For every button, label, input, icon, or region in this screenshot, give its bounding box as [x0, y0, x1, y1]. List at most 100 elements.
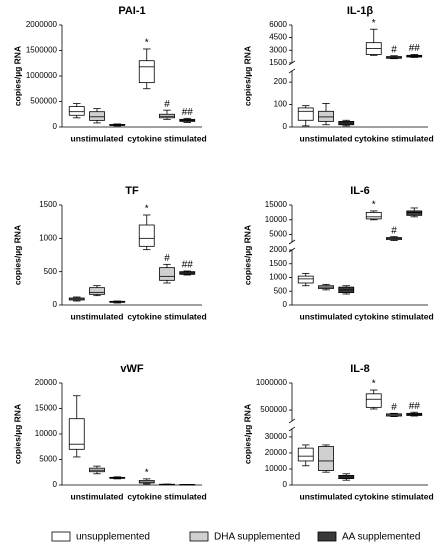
panel-title: IL-6: [350, 185, 370, 197]
significance-mark: *: [372, 379, 376, 390]
y-axis-label: copies/µg RNA: [12, 46, 22, 106]
box: [365, 211, 382, 220]
x-tick-label: unstimulated: [71, 133, 124, 143]
y-tick-label: 1000000: [26, 71, 58, 80]
box: [68, 106, 85, 116]
y-tick-label: 500: [44, 267, 58, 276]
box: [138, 224, 155, 247]
x-tick-label: unstimulated: [71, 311, 124, 321]
legend-swatch: [189, 531, 209, 542]
box: [297, 107, 314, 121]
y-tick-label: 15000: [35, 404, 58, 413]
significance-mark: #: [391, 44, 397, 55]
legend-label: DHA supplemented: [214, 532, 300, 543]
y-axis-label: copies/µg RNA: [12, 225, 22, 285]
significance-mark: #: [164, 253, 170, 264]
y-tick-label: 0: [53, 122, 58, 131]
y-tick-label: 15000: [265, 200, 288, 209]
y-tick-label: 20000: [35, 378, 58, 387]
axis-break: [288, 239, 296, 245]
x-tick-label: cytokine stimulated: [354, 133, 433, 143]
x-tick-label: unstimulated: [300, 491, 353, 501]
y-tick-label: 20000: [265, 448, 288, 457]
x-tick-label: unstimulated: [300, 311, 353, 321]
y-tick-label: 2000000: [26, 20, 58, 29]
y-tick-label: 5000: [39, 455, 57, 464]
y-tick-label: 10000: [35, 429, 58, 438]
box: [297, 447, 314, 462]
significance-mark: ##: [182, 107, 194, 118]
x-tick-label: cytokine stimulated: [127, 311, 206, 321]
significance-mark: #: [391, 402, 397, 413]
y-tick-label: 3000: [269, 45, 287, 54]
x-tick-label: cytokine stimulated: [127, 491, 206, 501]
y-tick-label: 30000: [265, 432, 288, 441]
y-axis-label: copies/µg RNA: [242, 46, 252, 106]
axis-break: [288, 426, 296, 432]
y-axis-label: copies/µg RNA: [12, 404, 22, 464]
legend-swatch: [51, 531, 71, 542]
box: [68, 418, 85, 450]
panel-title: vWF: [120, 363, 144, 375]
significance-mark: *: [372, 200, 376, 211]
y-tick-label: 1500: [39, 200, 57, 209]
legend-label: unsupplemented: [76, 532, 150, 543]
box: [406, 210, 423, 216]
axis-break: [288, 418, 296, 424]
box: [138, 60, 155, 84]
y-tick-label: 500: [274, 286, 288, 295]
y-tick-label: 200: [274, 77, 288, 86]
panel-title: IL-8: [350, 363, 370, 375]
box: [365, 393, 382, 408]
box: [89, 287, 105, 295]
significance-mark: ##: [182, 260, 194, 271]
y-tick-label: 4500: [269, 33, 287, 42]
significance-mark: #: [391, 225, 397, 236]
x-tick-label: cytokine stimulated: [354, 311, 433, 321]
box: [159, 267, 175, 281]
y-tick-label: 1500000: [26, 46, 58, 55]
y-axis-label: copies/µg RNA: [242, 404, 252, 464]
y-tick-label: 6000: [269, 20, 287, 29]
y-tick-label: 5000: [269, 230, 287, 239]
significance-mark: *: [372, 18, 376, 29]
box: [297, 275, 314, 284]
y-tick-label: 1500: [269, 58, 287, 67]
y-tick-label: 10000: [265, 215, 288, 224]
y-tick-label: 0: [283, 300, 288, 309]
box: [318, 110, 334, 122]
significance-mark: *: [145, 38, 149, 49]
y-tick-label: 100: [274, 100, 288, 109]
panel-title: TF: [125, 185, 139, 197]
significance-mark: #: [164, 99, 170, 110]
box: [89, 111, 105, 121]
legend-label: AA supplemented: [342, 532, 420, 543]
y-tick-label: 10000: [265, 464, 288, 473]
axis-break: [288, 68, 296, 74]
y-tick-label: 500000: [30, 97, 57, 106]
y-tick-label: 0: [53, 480, 58, 489]
legend-swatch: [317, 531, 337, 542]
panel-title: IL-1β: [347, 5, 374, 17]
y-tick-label: 0: [53, 300, 58, 309]
panel-title: PAI-1: [118, 5, 145, 17]
y-tick-label: 1000000: [256, 378, 288, 387]
y-axis-label: copies/µg RNA: [242, 225, 252, 285]
significance-mark: ##: [409, 401, 421, 412]
box: [318, 446, 334, 471]
y-tick-label: 500000: [260, 405, 287, 414]
axis-break: [288, 247, 296, 253]
x-tick-label: unstimulated: [71, 491, 124, 501]
y-tick-label: 1000: [269, 273, 287, 282]
y-tick-label: 1500: [269, 259, 287, 268]
significance-mark: ##: [409, 43, 421, 54]
significance-mark: *: [145, 204, 149, 215]
x-tick-label: unstimulated: [300, 133, 353, 143]
y-tick-label: 1000: [39, 233, 57, 242]
y-tick-label: 2000: [269, 245, 287, 254]
x-tick-label: cytokine stimulated: [354, 491, 433, 501]
y-tick-label: 0: [283, 480, 288, 489]
y-tick-label: 0: [283, 122, 288, 131]
significance-mark: *: [145, 468, 149, 479]
